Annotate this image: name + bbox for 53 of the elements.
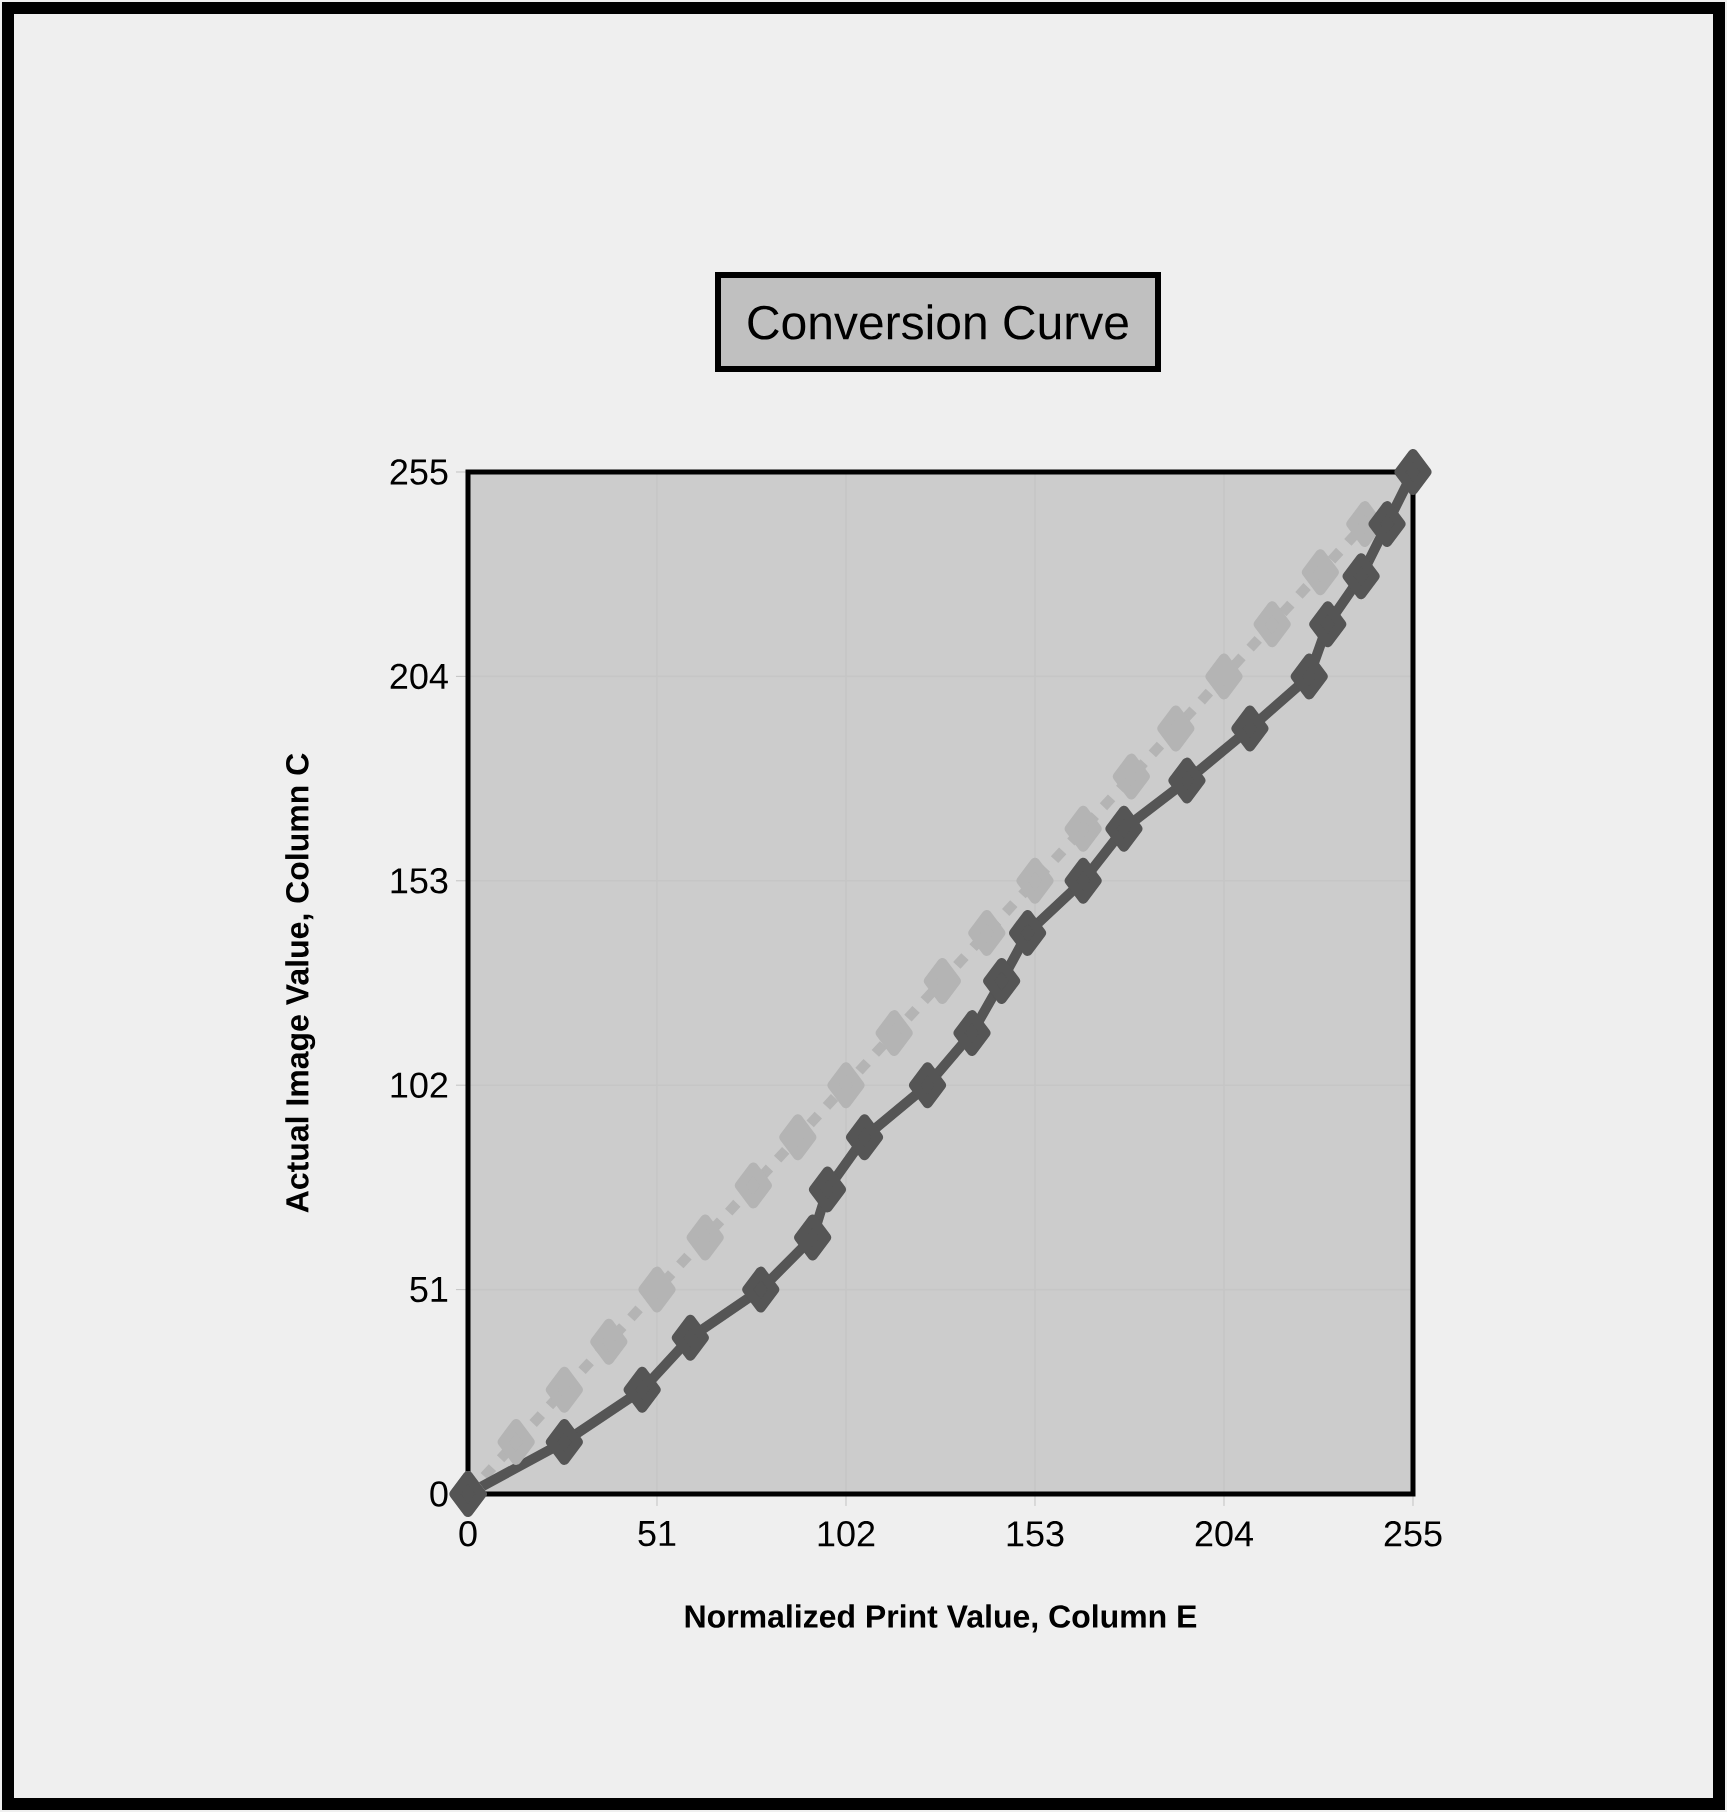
point [794, 1214, 832, 1261]
point [734, 1162, 772, 1209]
x-tick-label: 255 [1384, 1521, 1442, 1547]
point [1016, 857, 1054, 904]
point [742, 1266, 780, 1313]
point [638, 1266, 676, 1313]
point [846, 1114, 884, 1161]
point [623, 1366, 661, 1413]
point [1290, 653, 1328, 700]
y-tick-label: 0 [430, 1481, 448, 1507]
point [983, 957, 1021, 1004]
y-tick-label: 102 [391, 1072, 448, 1098]
point [968, 909, 1006, 956]
x-tick-label: 0 [459, 1521, 477, 1547]
y-tick-label: 153 [391, 868, 448, 894]
point [1064, 857, 1102, 904]
point [1205, 653, 1243, 700]
point [1231, 705, 1269, 752]
x-tick-label: 204 [1195, 1521, 1253, 1547]
y-tick-label: 51 [410, 1277, 448, 1303]
point [1253, 601, 1291, 648]
point [497, 1418, 535, 1465]
point [545, 1366, 583, 1413]
point [1168, 757, 1206, 804]
point [808, 1166, 846, 1213]
point [686, 1214, 724, 1261]
point [1009, 909, 1047, 956]
point [923, 957, 961, 1004]
point [1342, 553, 1380, 600]
x-tick-label: 153 [1007, 1521, 1064, 1547]
y-tick-label: 255 [390, 459, 448, 485]
point [827, 1062, 865, 1109]
x-tick-label: 102 [818, 1521, 875, 1547]
point [779, 1114, 817, 1161]
point [1309, 601, 1347, 648]
point [875, 1010, 913, 1057]
point [545, 1418, 583, 1465]
y-tick-label: 204 [390, 663, 448, 690]
point [1368, 501, 1406, 548]
point [671, 1314, 709, 1361]
point [953, 1010, 991, 1057]
x-axis-title: Normalized Print Value, Column E [685, 1604, 1197, 1633]
chart-title: Conversion Curve [748, 304, 1128, 340]
point [1301, 549, 1339, 596]
point [1112, 753, 1150, 800]
y-axis-title: Actual Image Value, Column C [285, 753, 316, 1213]
point [1105, 805, 1143, 852]
point [1394, 448, 1432, 495]
point [909, 1062, 947, 1109]
point [1157, 705, 1195, 752]
point [1064, 805, 1102, 852]
point [590, 1318, 628, 1365]
x-tick-label: 51 [638, 1521, 676, 1547]
